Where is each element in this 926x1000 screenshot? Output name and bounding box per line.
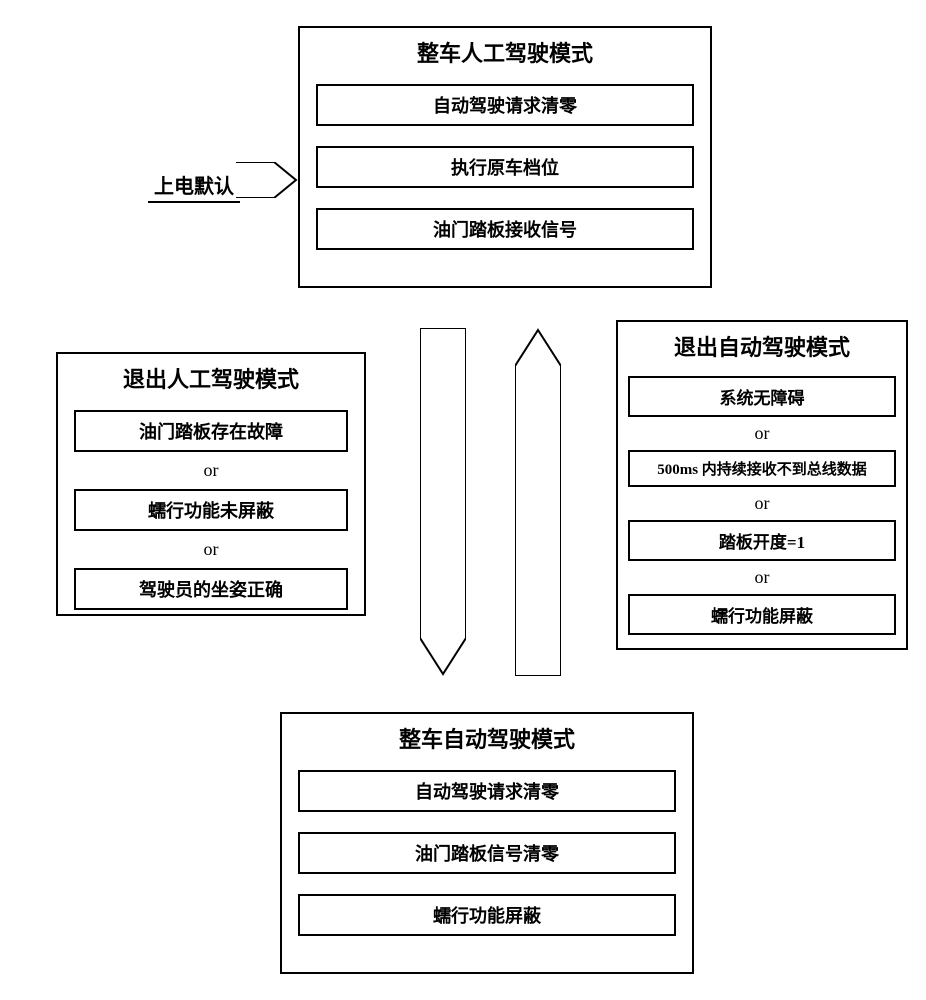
right-mode-box: 退出自动驾驶模式 系统无障碍 or 500ms 内持续接收不到总线数据 or 踏… (616, 320, 908, 650)
bottom-item-2: 蠕行功能屏蔽 (298, 894, 676, 936)
right-item-3: 蠕行功能屏蔽 (628, 594, 896, 635)
left-or-0: or (58, 460, 364, 481)
right-or-0: or (618, 423, 906, 444)
right-item-0: 系统无障碍 (628, 376, 896, 417)
top-item-0: 自动驾驶请求清零 (316, 84, 694, 126)
arrow-down-icon (420, 328, 466, 676)
left-item-0: 油门踏板存在故障 (74, 410, 348, 452)
bottom-item-0: 自动驾驶请求清零 (298, 770, 676, 812)
right-item-2: 踏板开度=1 (628, 520, 896, 561)
right-or-2: or (618, 567, 906, 588)
top-box-title: 整车人工驾驶模式 (300, 28, 710, 76)
top-item-1: 执行原车档位 (316, 146, 694, 188)
right-item-1: 500ms 内持续接收不到总线数据 (628, 450, 896, 487)
left-item-1: 蠕行功能未屏蔽 (74, 489, 348, 531)
left-box-title: 退出人工驾驶模式 (58, 354, 364, 402)
entry-label-text: 上电默认 (154, 176, 234, 198)
left-mode-box: 退出人工驾驶模式 油门踏板存在故障 or 蠕行功能未屏蔽 or 驾驶员的坐姿正确 (56, 352, 366, 616)
top-item-2: 油门踏板接收信号 (316, 208, 694, 250)
top-mode-box: 整车人工驾驶模式 自动驾驶请求清零 执行原车档位 油门踏板接收信号 (298, 26, 712, 288)
bottom-item-1: 油门踏板信号清零 (298, 832, 676, 874)
right-or-1: or (618, 493, 906, 514)
right-box-title: 退出自动驾驶模式 (618, 322, 906, 370)
entry-arrow-icon (236, 162, 298, 198)
left-item-2: 驾驶员的坐姿正确 (74, 568, 348, 610)
bottom-mode-box: 整车自动驾驶模式 自动驾驶请求清零 油门踏板信号清零 蠕行功能屏蔽 (280, 712, 694, 974)
entry-label: 上电默认 (148, 170, 240, 203)
left-or-1: or (58, 539, 364, 560)
arrow-up-icon (515, 328, 561, 676)
bottom-box-title: 整车自动驾驶模式 (282, 714, 692, 762)
